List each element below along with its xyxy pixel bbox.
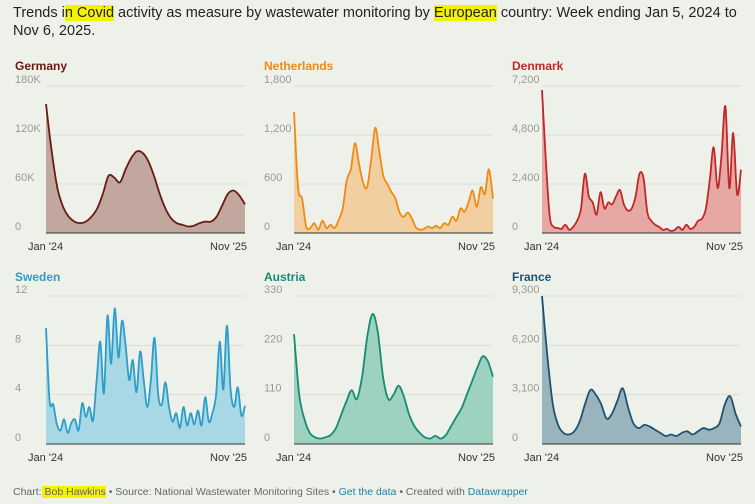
austria-y-tick-label: 330 [264, 284, 282, 296]
germany-y-tick-label: 60K [15, 172, 35, 184]
datawrapper-link[interactable]: Datawrapper [467, 486, 528, 498]
get-the-data-link[interactable]: Get the data [338, 486, 397, 498]
sweden-x-tick-start: Jan '24 [28, 452, 63, 464]
denmark-panel-title: Denmark [512, 59, 564, 73]
france-series-line [541, 295, 742, 437]
france-y-tick-label: 0 [512, 432, 518, 444]
title-text-3: country: Week ending Jan 5, 2024 to Nov … [13, 5, 737, 39]
france-y-tick-label: 9,300 [512, 284, 540, 296]
germany-y-tick-label: 0 [15, 221, 21, 233]
denmark-y-tick-label: 7,200 [512, 74, 540, 86]
sweden-y-tick-label: 0 [15, 432, 21, 444]
chart-title: Trends in Covid activity as measure by w… [13, 4, 748, 40]
austria-x-tick-start: Jan '24 [276, 452, 311, 464]
denmark-y-tick-label: 4,800 [512, 123, 540, 135]
chart-footer: Chart: Bob Hawkins • Source: National Wa… [13, 486, 753, 498]
austria-series-line [293, 313, 494, 440]
germany-area [46, 104, 245, 233]
title-text-1: Trends i [13, 5, 65, 21]
title-text-2: activity as measure by wastewater monito… [114, 5, 434, 21]
sweden-y-tick-label: 12 [15, 284, 27, 296]
denmark-series-line [541, 90, 742, 232]
france-x-tick-end: Nov '25 [706, 452, 743, 464]
netherlands-y-tick-label: 600 [264, 172, 282, 184]
denmark-x-tick-start: Jan '24 [524, 241, 559, 253]
austria-area [294, 313, 493, 444]
denmark-y-tick-label: 0 [512, 221, 518, 233]
footer-author: Bob Hawkins [41, 486, 106, 498]
sweden-panel-title: Sweden [15, 270, 60, 284]
netherlands-panel-title: Netherlands [264, 59, 334, 73]
austria-y-tick-label: 110 [264, 383, 282, 395]
germany-x-tick-start: Jan '24 [28, 241, 63, 253]
france-panel-title: France [512, 270, 552, 284]
germany-y-tick-label: 120K [15, 123, 41, 135]
title-highlight-european: European [433, 5, 497, 21]
netherlands-x-tick-end: Nov '25 [458, 241, 495, 253]
austria-y-tick-label: 0 [264, 432, 270, 444]
sweden-y-tick-label: 8 [15, 333, 21, 345]
footer-created: • Created with [396, 486, 468, 498]
netherlands-x-tick-start: Jan '24 [276, 241, 311, 253]
denmark-x-tick-end: Nov '25 [706, 241, 743, 253]
germany-y-tick-label: 180K [15, 74, 41, 86]
sweden-y-tick-label: 4 [15, 383, 21, 395]
netherlands-y-tick-label: 0 [264, 221, 270, 233]
sweden-series-line [45, 307, 246, 434]
sweden-area [46, 308, 245, 444]
netherlands-y-tick-label: 1,800 [264, 74, 292, 86]
netherlands-series-line [293, 112, 494, 231]
france-area [542, 296, 741, 444]
france-x-tick-start: Jan '24 [524, 452, 559, 464]
netherlands-area [294, 112, 493, 233]
germany-series-line [45, 103, 246, 228]
germany-x-tick-end: Nov '25 [210, 241, 247, 253]
austria-panel-title: Austria [264, 270, 306, 284]
france-y-tick-label: 3,100 [512, 383, 540, 395]
austria-x-tick-end: Nov '25 [458, 452, 495, 464]
title-highlight-covid: n Covid [64, 5, 115, 21]
footer-chart-label: Chart: [13, 486, 42, 498]
austria-y-tick-label: 220 [264, 333, 282, 345]
footer-source: • Source: National Wastewater Monitoring… [105, 486, 339, 498]
germany-panel-title: Germany [15, 59, 67, 73]
france-y-tick-label: 6,200 [512, 333, 540, 345]
netherlands-y-tick-label: 1,200 [264, 123, 292, 135]
denmark-y-tick-label: 2,400 [512, 172, 540, 184]
denmark-area [542, 90, 741, 233]
sweden-x-tick-end: Nov '25 [210, 452, 247, 464]
